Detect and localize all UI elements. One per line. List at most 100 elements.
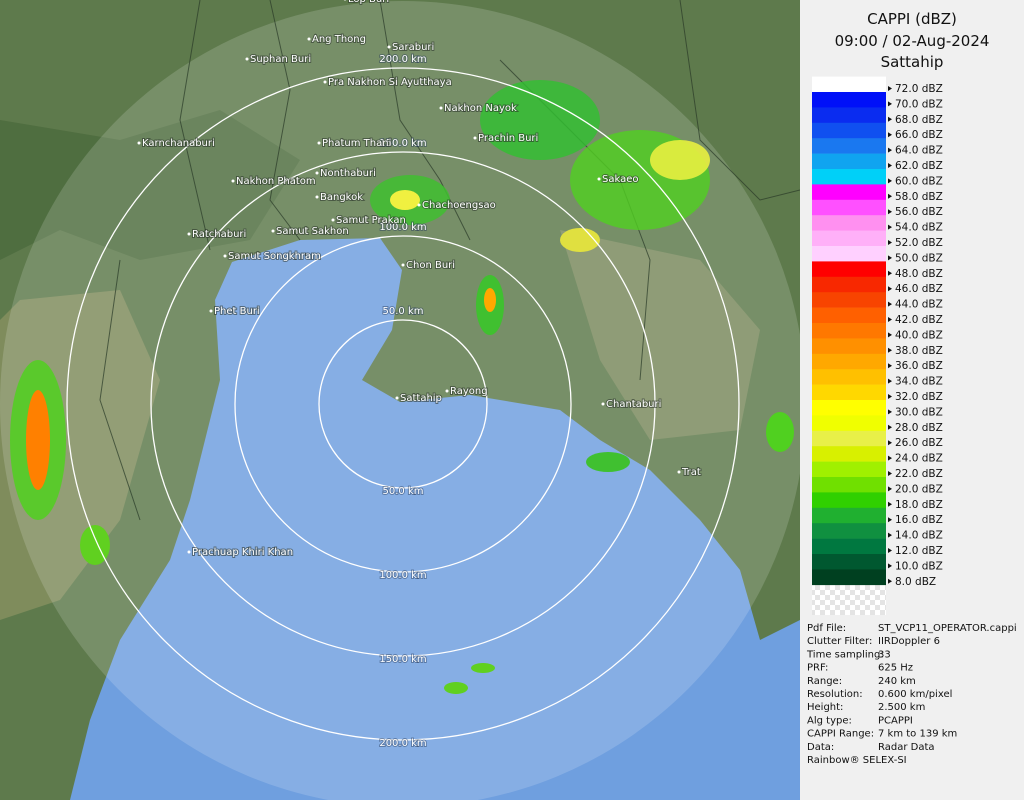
- tick-arrow: [888, 116, 892, 122]
- level-label: 72.0 dBZ: [895, 83, 943, 95]
- info-key: Clutter Filter:: [807, 636, 872, 647]
- place-marker: [387, 45, 391, 49]
- range-ring-label: 50.0 km: [383, 306, 424, 317]
- radar-echo: [390, 190, 420, 210]
- tick-arrow: [888, 163, 892, 168]
- color-swatch: [812, 261, 886, 278]
- info-value: PCAPPI: [878, 715, 913, 726]
- place-marker: [315, 195, 319, 199]
- place-marker: [417, 203, 421, 207]
- level-label: 10.0 dBZ: [895, 560, 943, 572]
- tick-arrow: [888, 178, 892, 184]
- info-key: Time sampling:: [806, 649, 884, 660]
- tick-arrow: [888, 209, 892, 215]
- level-label: 24.0 dBZ: [895, 453, 943, 465]
- tick-arrow: [888, 240, 892, 245]
- tick-arrow: [888, 132, 892, 138]
- level-label: 14.0 dBZ: [895, 530, 943, 542]
- level-label: 12.0 dBZ: [895, 545, 943, 557]
- place-label: Chachoengsao: [422, 200, 496, 211]
- color-swatch: [812, 153, 886, 170]
- color-swatch: [812, 507, 886, 524]
- place-label: Samut Prakan: [336, 215, 406, 226]
- info-value: 0.600 km/pixel: [878, 689, 952, 700]
- sea: [70, 238, 800, 800]
- info-value: 240 km: [878, 676, 916, 687]
- level-label: 58.0 dBZ: [895, 191, 943, 203]
- place-label: Bangkok: [320, 192, 363, 203]
- level-label: 64.0 dBZ: [895, 145, 943, 157]
- highland: [560, 230, 760, 440]
- range-ring-label: 100.0 km: [379, 570, 426, 581]
- color-swatch: [812, 415, 886, 432]
- range-ring-labels: 50.0 km 50.0 km 100.0 km 100.0 km 150.0 km 15…: [378, 53, 427, 750]
- lowland: [0, 110, 300, 260]
- level-label: 50.0 dBZ: [895, 252, 943, 264]
- tick-arrow: [888, 455, 892, 461]
- radar-echo: [26, 390, 50, 490]
- no-data-swatch: [812, 585, 886, 615]
- info-value: ST_VCP11_OPERATOR.cappi: [878, 623, 1017, 634]
- info-key: PRF:: [807, 663, 828, 674]
- place-marker: [137, 141, 141, 145]
- tick-arrow: [888, 394, 892, 399]
- tick-arrow: [888, 147, 892, 153]
- level-label: 44.0 dBZ: [895, 299, 943, 311]
- color-swatch: [812, 230, 886, 247]
- place-marker: [315, 171, 319, 175]
- color-swatch: [812, 307, 886, 324]
- level-label: 42.0 dBZ: [895, 314, 943, 326]
- info-value: 2.500 km: [878, 702, 925, 713]
- place-marker: [601, 402, 605, 406]
- range-ring-label: 50.0 km: [383, 486, 424, 497]
- radar-echoes: [10, 80, 794, 694]
- radar-echo: [484, 288, 496, 312]
- color-swatch: [812, 338, 886, 355]
- tick-arrow: [888, 224, 892, 230]
- level-label: 40.0 dBZ: [895, 329, 943, 341]
- level-label: 36.0 dBZ: [895, 360, 943, 372]
- level-label: 62.0 dBZ: [895, 160, 943, 172]
- level-label: 22.0 dBZ: [895, 468, 943, 480]
- info-key: Height:: [807, 702, 843, 713]
- places: Lop Buri Ang Thong Saraburi Suphan Buri Pra …: [137, 0, 702, 559]
- level-label: 52.0 dBZ: [895, 237, 943, 249]
- tick-arrow: [888, 255, 892, 261]
- color-swatch: [812, 461, 886, 478]
- tick-arrow: [888, 270, 892, 276]
- level-label: 56.0 dBZ: [895, 206, 943, 218]
- info-key: Data:: [807, 742, 834, 753]
- tick-arrow: [888, 548, 892, 553]
- color-swatch: [812, 477, 886, 493]
- place-marker: [223, 254, 227, 258]
- tick-arrow: [888, 501, 892, 507]
- place-marker: [343, 0, 347, 1]
- tick-arrow: [888, 378, 892, 384]
- level-label: 54.0 dBZ: [895, 222, 943, 234]
- radar-echo: [444, 682, 468, 694]
- color-swatch: [812, 353, 886, 370]
- place-marker: [439, 106, 443, 110]
- tick-arrow: [888, 193, 892, 199]
- place-label: Samut Songkhram: [228, 251, 321, 262]
- product: CAPPI (dBZ): [867, 10, 957, 28]
- info-key: Alg type:: [807, 715, 852, 726]
- tick-arrow: [888, 347, 892, 353]
- tick-arrow: [888, 486, 892, 492]
- place-label: Samut Sakhon: [276, 226, 349, 237]
- range-ring-label: 150.0 km: [379, 138, 426, 149]
- place-marker: [187, 550, 191, 554]
- level-label: 70.0 dBZ: [895, 98, 943, 110]
- place-marker: [445, 389, 449, 393]
- info-value: IIRDoppler 6: [878, 636, 940, 647]
- tick-arrow: [888, 532, 892, 538]
- color-swatch: [812, 446, 886, 462]
- level-label: 66.0 dBZ: [895, 129, 943, 141]
- place-label: Saraburi: [392, 42, 434, 53]
- tick-arrow: [888, 101, 892, 107]
- tick-arrow: [888, 440, 892, 446]
- tick-arrow: [888, 578, 892, 584]
- tick-arrow: [888, 301, 892, 307]
- tick-arrow: [888, 517, 892, 523]
- place-label: Nonthaburi: [320, 168, 376, 179]
